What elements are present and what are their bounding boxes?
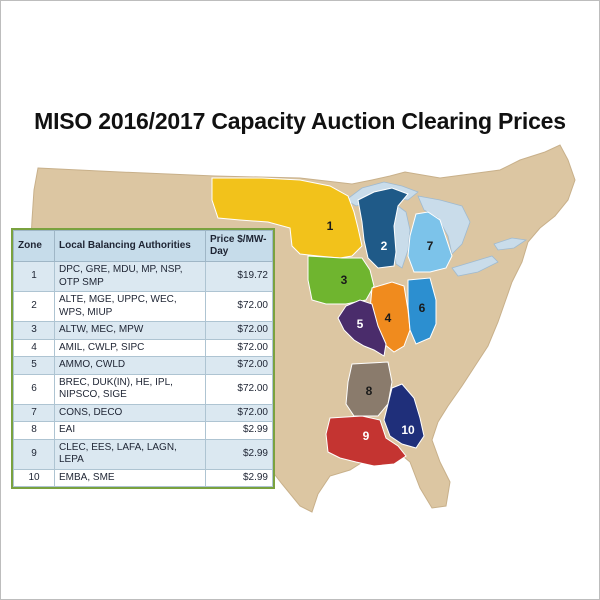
zone-cell: 10: [13, 468, 55, 487]
zone-cell: 9: [13, 438, 55, 470]
zone-10-label: 10: [401, 423, 415, 437]
table-row: 10 EMBA, SME $2.99: [13, 468, 273, 487]
table-row: 4 AMIL, CWLP, SIPC $72.00: [13, 338, 273, 357]
table-row: 5 AMMO, CWLD $72.00: [13, 356, 273, 375]
zone-labels: 1 2 3 4 5 6 7 8 9 10: [327, 219, 434, 443]
price-table-panel: Zone Local Balancing Authorities Price $…: [11, 228, 275, 489]
table-row: 6 BREC, DUK(IN), HE, IPL, NIPSCO, SIGE $…: [13, 373, 273, 405]
table-row: 2 ALTE, MGE, UPPC, WEC, WPS, MIUP $72.00: [13, 291, 273, 322]
table-row: 1 DPC, GRE, MDU, MP, NSP, OTP SMP $19.72: [13, 261, 273, 292]
table-header-row: Zone Local Balancing Authorities Price $…: [13, 230, 273, 262]
zone-cell: 3: [13, 321, 55, 340]
header-authorities: Local Balancing Authorities: [54, 230, 206, 262]
zone-cell: 7: [13, 403, 55, 422]
zone-6-region: [407, 277, 437, 345]
authorities-cell: ALTW, MEC, MPW: [54, 321, 206, 340]
table-row: 9 CLEC, EES, LAFA, LAGN, LEPA $2.99: [13, 438, 273, 470]
authorities-cell: ALTE, MGE, UPPC, WEC, WPS, MIUP: [54, 291, 206, 322]
zone-8-region: [345, 361, 393, 417]
zone-cell: 6: [13, 373, 55, 405]
authorities-cell: EMBA, SME: [54, 468, 206, 487]
zone-1-label: 1: [327, 219, 334, 233]
price-cell: $2.99: [205, 421, 273, 440]
price-cell: $72.00: [205, 291, 273, 322]
zone-10-region: [383, 383, 425, 449]
zone-9-label: 9: [363, 429, 370, 443]
zone-5-region: [337, 299, 387, 357]
zone-5-label: 5: [357, 317, 364, 331]
authorities-cell: BREC, DUK(IN), HE, IPL, NIPSCO, SIGE: [54, 373, 206, 405]
zone-2-region: [357, 187, 409, 269]
header-price: Price $/MW-Day: [205, 230, 273, 262]
zone-7-label: 7: [427, 239, 434, 253]
zone-cell: 8: [13, 421, 55, 440]
lake-ontario: [493, 237, 528, 251]
table-row: 8 EAI $2.99: [13, 421, 273, 440]
zone-cell: 1: [13, 261, 55, 292]
authorities-cell: CONS, DECO: [54, 403, 206, 422]
zone-7-region: [407, 211, 453, 273]
table-row: 7 CONS, DECO $72.00: [13, 403, 273, 422]
zone-cell: 2: [13, 291, 55, 322]
zone-4-label: 4: [385, 311, 392, 325]
zone-3-region: [307, 255, 375, 305]
zone-9-region: [325, 415, 407, 467]
header-zone: Zone: [13, 230, 55, 262]
price-cell: $72.00: [205, 373, 273, 405]
price-cell: $72.00: [205, 338, 273, 357]
price-cell: $72.00: [205, 356, 273, 375]
price-cell: $72.00: [205, 403, 273, 422]
price-cell: $2.99: [205, 438, 273, 470]
authorities-cell: CLEC, EES, LAFA, LAGN, LEPA: [54, 438, 206, 470]
zone-6-label: 6: [419, 301, 426, 315]
zone-2-label: 2: [381, 239, 388, 253]
zone-cell: 4: [13, 338, 55, 357]
price-cell: $19.72: [205, 261, 273, 292]
authorities-cell: AMMO, CWLD: [54, 356, 206, 375]
lake-erie: [451, 255, 499, 277]
zone-cell: 5: [13, 356, 55, 375]
table-row: 3 ALTW, MEC, MPW $72.00: [13, 321, 273, 340]
authorities-cell: EAI: [54, 421, 206, 440]
price-table: Zone Local Balancing Authorities Price $…: [13, 230, 273, 487]
authorities-cell: DPC, GRE, MDU, MP, NSP, OTP SMP: [54, 261, 206, 292]
zone-3-label: 3: [341, 273, 348, 287]
authorities-cell: AMIL, CWLP, SIPC: [54, 338, 206, 357]
zone-8-label: 8: [366, 384, 373, 398]
price-cell: $72.00: [205, 321, 273, 340]
map-title: MISO 2016/2017 Capacity Auction Clearing…: [34, 108, 566, 134]
price-cell: $2.99: [205, 468, 273, 487]
